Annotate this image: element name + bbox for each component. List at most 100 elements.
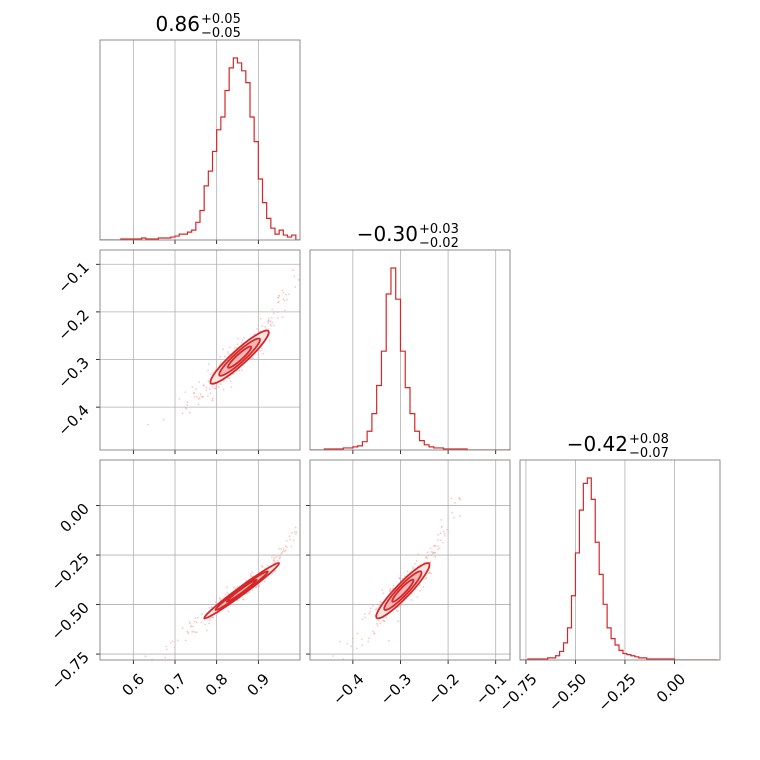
scatter-point (282, 292, 285, 294)
scatter-point (292, 539, 295, 542)
scatter-point (266, 564, 269, 567)
title-1-lower-error: −0.02 (419, 236, 459, 251)
scatter-point (186, 404, 189, 406)
scatter-point (332, 655, 334, 658)
scatter-point (201, 612, 204, 615)
scatter-point (271, 572, 274, 575)
scatter-point (272, 324, 275, 327)
scatter-point (281, 316, 284, 319)
title-param-0: 0.86 +0.05 −0.05 (155, 12, 240, 41)
scatter-point (227, 353, 230, 355)
scatter-point (418, 584, 421, 587)
panel-border (99, 39, 301, 241)
scatter-point (195, 388, 198, 390)
scatter-point (241, 339, 244, 341)
scatter-point (379, 622, 382, 625)
scatter-point (398, 577, 401, 580)
panel-border (309, 459, 511, 661)
scatter-point (453, 516, 455, 519)
scatter-point (189, 625, 192, 627)
scatter-point (187, 631, 190, 634)
scatter-point (189, 622, 191, 625)
scatter-point (274, 561, 276, 564)
histogram-step-line (310, 267, 510, 450)
contour-inner (227, 345, 253, 369)
scatter-point (240, 342, 243, 344)
scatter-point (372, 630, 374, 633)
scatter-point (197, 403, 200, 406)
scatter-point (367, 640, 370, 643)
scatter-point (271, 556, 273, 559)
scatter-point (414, 562, 416, 565)
scatter-point (267, 320, 269, 323)
scatter-point (303, 523, 305, 525)
scatter-point (214, 387, 217, 390)
scatter-point (426, 557, 429, 560)
scatter-point (193, 620, 196, 623)
scatter-point (209, 392, 212, 395)
scatter-point (276, 555, 278, 558)
scatter-point (279, 556, 281, 558)
scatter-point (361, 618, 364, 621)
scatter-point (283, 299, 286, 302)
scatter-point (430, 572, 432, 575)
scatter-point (195, 631, 198, 634)
scatter-point (208, 388, 211, 391)
scatter-point (442, 541, 444, 544)
panel-border (519, 459, 721, 661)
scatter-point (267, 322, 270, 325)
scatter-point (226, 351, 229, 353)
x-tick-label: −0.2 (424, 670, 462, 708)
scatter-point (268, 339, 271, 342)
scatter-point (369, 607, 372, 610)
scatter-point (178, 397, 181, 400)
scatter-point (440, 525, 443, 528)
scatter-point (376, 624, 379, 627)
scatter-point (361, 644, 364, 647)
histogram-panel-2 (519, 459, 721, 664)
scatter-panel-0-1 (96, 249, 314, 454)
scatter-point (196, 616, 199, 619)
scatter-point (282, 298, 285, 301)
scatter-point (351, 637, 354, 640)
scatter-point (267, 317, 270, 320)
scatter-point (169, 641, 172, 644)
scatter-point (427, 572, 430, 575)
x-tick-label: −0.50 (545, 670, 590, 715)
scatter-point (285, 539, 288, 542)
scatter-point (171, 640, 174, 643)
scatter-point (212, 371, 215, 374)
scatter-point (240, 369, 243, 372)
scatter-point (184, 639, 187, 642)
scatter-point (294, 526, 297, 529)
scatter-point (176, 639, 179, 642)
scatter-point (297, 278, 300, 281)
scatter-point (272, 312, 275, 315)
histogram-panel-0 (99, 39, 301, 244)
scatter-point (430, 550, 433, 553)
scatter-point (195, 621, 198, 624)
scatter-point (385, 616, 388, 619)
scatter-point (425, 576, 428, 579)
scatter-point (215, 385, 218, 388)
scatter-point (243, 337, 246, 339)
scatter-point (363, 613, 366, 616)
scatter-point (209, 619, 211, 622)
scatter-point (261, 325, 264, 327)
scatter-point (290, 545, 293, 548)
scatter-point (312, 255, 314, 257)
scatter-point (236, 585, 239, 588)
scatter-point (208, 617, 211, 620)
scatter-point (378, 603, 381, 606)
scatter-point (369, 610, 372, 613)
scatter-point (284, 545, 287, 548)
scatter-point (293, 275, 296, 278)
scatter-point (255, 586, 257, 589)
panel-content (147, 255, 314, 426)
scatter-point (372, 604, 374, 607)
y-tick-label: −0.50 (48, 599, 93, 644)
y-tick-label: −0.25 (48, 549, 93, 594)
scatter-point (250, 573, 252, 575)
contour-inner (391, 578, 415, 603)
scatter-point (459, 515, 461, 517)
